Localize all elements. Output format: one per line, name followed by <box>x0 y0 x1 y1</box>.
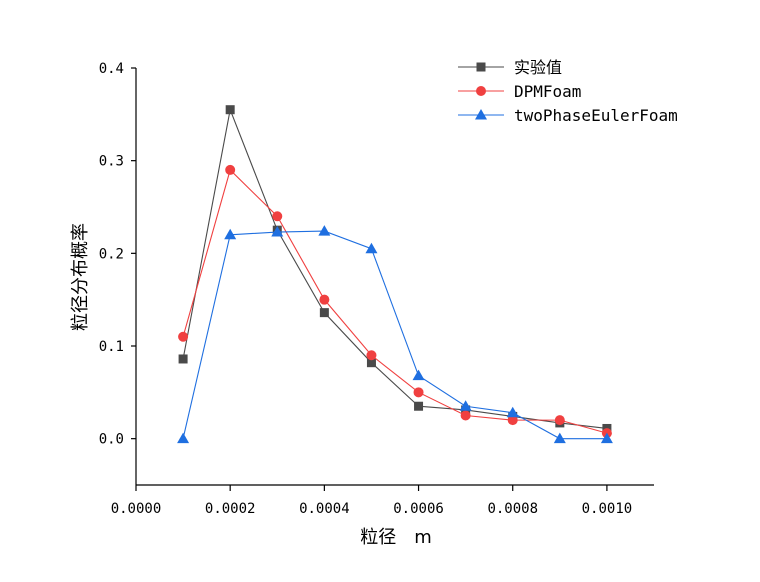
data-point <box>507 415 518 426</box>
data-point <box>319 294 330 305</box>
series-line <box>182 168 608 434</box>
data-point <box>224 228 237 240</box>
x-tick-label: 0.0010 <box>582 501 633 517</box>
y-tick-label: 0.2 <box>99 246 124 262</box>
legend-label: 实验值 <box>514 58 562 77</box>
y-tick-label: 0.1 <box>99 339 124 355</box>
series-1 <box>178 105 612 433</box>
data-point <box>365 242 378 254</box>
data-point <box>366 350 377 361</box>
x-axis-title: 粒径 m <box>360 527 432 548</box>
y-tick-label: 0.3 <box>99 154 124 170</box>
data-point <box>459 400 472 411</box>
x-tick-label: 0.0002 <box>205 501 256 517</box>
data-point <box>412 369 425 381</box>
data-point <box>553 432 566 444</box>
data-point <box>414 401 424 411</box>
y-tick-label: 0.4 <box>99 61 124 77</box>
x-tick-label: 0.0004 <box>299 501 350 517</box>
series-3 <box>177 225 613 444</box>
series-line <box>182 107 607 430</box>
series-2 <box>178 164 612 439</box>
legend-item: twoPhaseEulerFoam <box>458 106 678 125</box>
legend-label: DPMFoam <box>514 82 581 101</box>
data-point <box>318 225 331 236</box>
data-point <box>271 226 284 237</box>
data-point <box>178 331 189 342</box>
legend-marker <box>476 62 486 72</box>
x-tick-label: 0.0008 <box>487 501 538 517</box>
series-line <box>182 230 607 440</box>
data-point <box>319 308 329 318</box>
legend-item: DPMFoam <box>458 82 581 101</box>
x-tick-label: 0.0000 <box>111 501 162 517</box>
y-tick-label: 0.0 <box>99 432 124 448</box>
legend: 实验值 DPMFoam twoPhaseEulerFoam <box>458 58 678 125</box>
data-point <box>272 211 283 222</box>
y-axis-title: 粒径分布概率 <box>70 223 91 331</box>
y-ticks: 0.0 0.1 0.2 0.3 0.4 <box>99 61 136 448</box>
data-point <box>506 406 519 418</box>
x-ticks: 0.0000 0.0002 0.0004 0.0006 0.0008 0.0010 <box>111 485 632 517</box>
legend-label: twoPhaseEulerFoam <box>514 106 678 125</box>
legend-marker <box>475 109 487 120</box>
data-point <box>366 358 376 368</box>
legend-marker <box>476 86 486 96</box>
legend-item: 实验值 <box>458 58 562 77</box>
x-tick-label: 0.0006 <box>393 501 444 517</box>
data-point <box>225 164 236 175</box>
data-point <box>600 432 613 444</box>
data-point <box>177 432 190 444</box>
data-point <box>225 105 235 115</box>
data-point <box>413 387 424 398</box>
data-point <box>554 415 565 426</box>
data-point <box>178 354 188 364</box>
series-layer <box>177 105 613 444</box>
data-point <box>460 410 471 421</box>
